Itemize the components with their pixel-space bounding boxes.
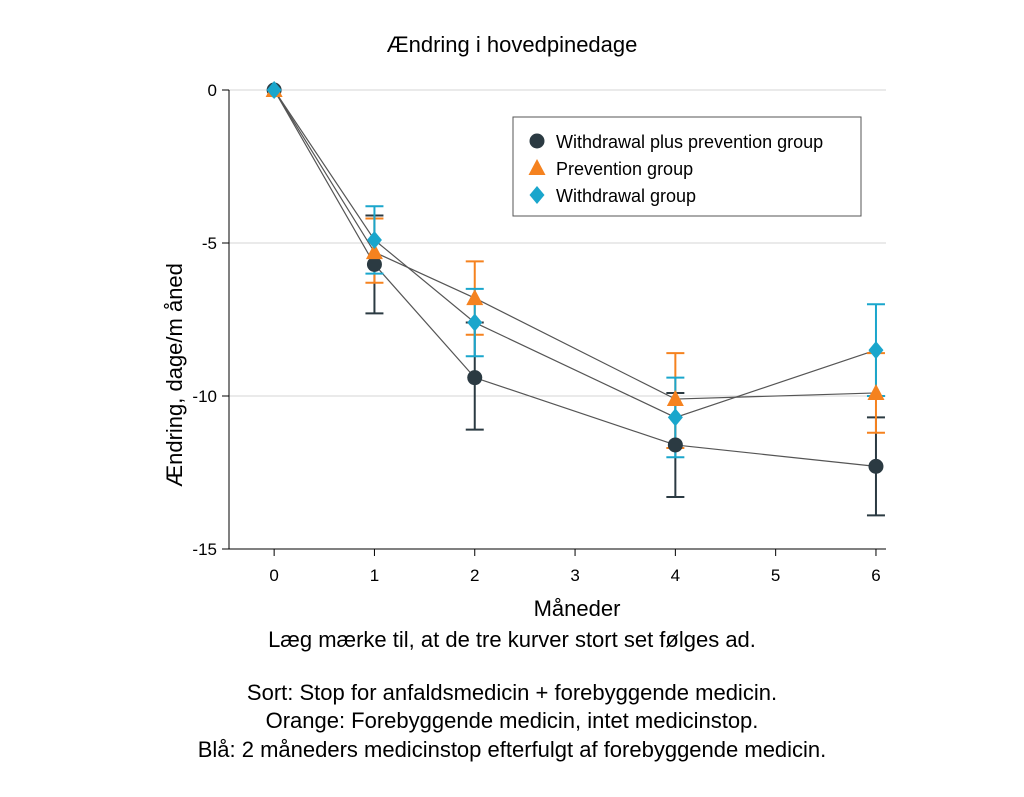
legend-label: Withdrawal plus prevention group: [556, 132, 823, 152]
chart-title: Ændring i hovedpinedage: [387, 32, 638, 57]
data-point: [868, 341, 884, 360]
data-point: [467, 313, 483, 332]
y-tick-label: -10: [192, 387, 217, 406]
data-point: [467, 370, 483, 386]
error-bars-withdrawal-group: [365, 205, 885, 459]
x-tick-label: 0: [269, 566, 278, 585]
data-point: [868, 458, 884, 474]
data-point: [466, 289, 484, 306]
axes: 0 -5 -10 -15 0 1 2 3 4 5 6: [192, 81, 886, 585]
x-tick-label: 2: [470, 566, 479, 585]
data-point: [666, 390, 684, 407]
legend-marker: [528, 159, 546, 175]
data-point: [667, 437, 683, 453]
data-point: [365, 243, 383, 260]
data-point: [366, 230, 382, 249]
legend-label: Prevention group: [556, 159, 693, 179]
data-point: [366, 256, 382, 272]
y-tick-label: -15: [192, 540, 217, 559]
error-bars-prevention-group: [365, 217, 885, 450]
caption-orange-series: Orange: Forebyggende medicin, intet medi…: [265, 708, 759, 733]
legend-label: Withdrawal group: [556, 186, 696, 206]
caption-black-series: Sort: Stop for anfaldsmedicin + forebygg…: [246, 680, 778, 705]
chart: Ændring i hovedpinedage 0 -5 -10 -15 0 1 2 3 4 5 6…: [162, 32, 886, 621]
markers-withdrawal-group: [266, 81, 884, 427]
data-point: [867, 383, 885, 400]
caption-note: Læg mærke til, at de tre kurver stort se…: [268, 627, 756, 652]
legend-marker: [529, 186, 545, 204]
y-axis-label: Ændring, dage/m åned: [162, 263, 187, 487]
y-tick-label: -5: [202, 234, 217, 253]
x-tick-label: 1: [370, 566, 379, 585]
x-tick-label: 4: [671, 566, 680, 585]
legend: Withdrawal plus prevention group Preventi…: [512, 116, 862, 217]
legend-marker: [529, 133, 545, 149]
data-point: [266, 81, 282, 99]
series-layer: [265, 81, 885, 517]
error-bars-withdrawal-plus-prevention-group: [365, 214, 885, 517]
x-axis-label: Måneder: [534, 596, 621, 621]
caption-blue-series: Blå: 2 måneders medicinstop efterfulgt a…: [197, 737, 827, 762]
x-tick-label: 3: [570, 566, 579, 585]
data-point: [667, 408, 683, 427]
x-tick-label: 6: [871, 566, 880, 585]
y-tick-label: 0: [208, 81, 217, 100]
x-tick-label: 5: [771, 566, 780, 585]
legend-box: [512, 116, 862, 217]
